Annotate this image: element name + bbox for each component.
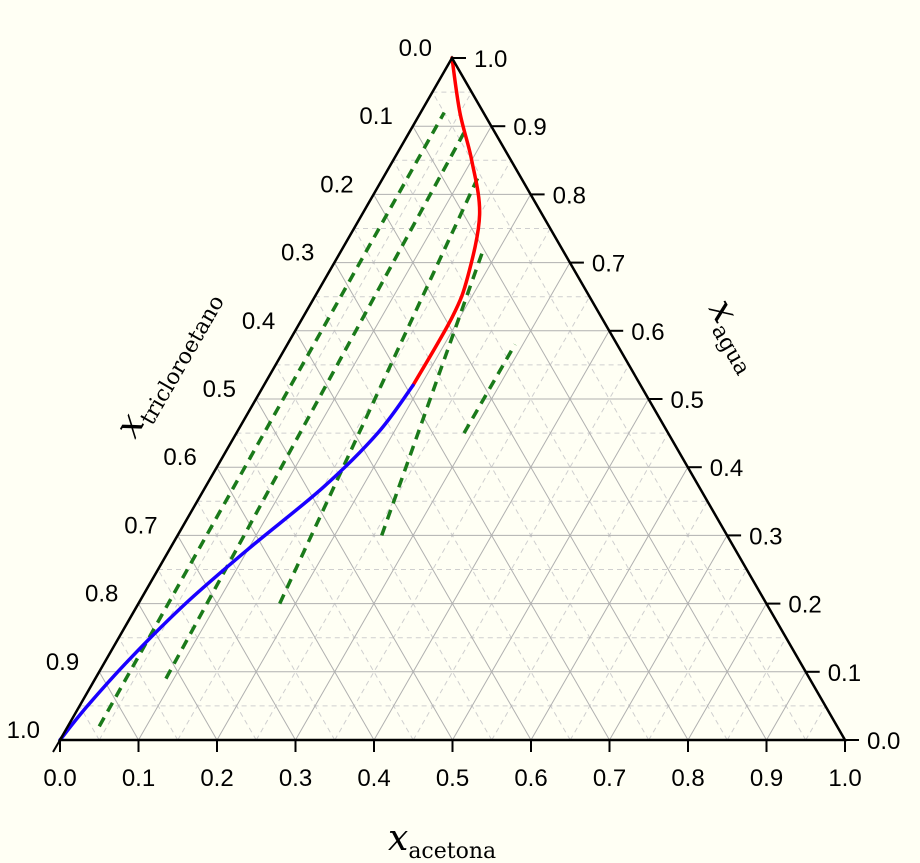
grid-line-tricloroetano xyxy=(275,364,493,741)
grid-line-acetona xyxy=(255,228,551,741)
grid-line-acetona xyxy=(138,125,492,741)
left-axis-title: xtricloroetano xyxy=(107,281,230,447)
tick-label-acetona: 0.5 xyxy=(436,765,469,792)
grid-line-acetona xyxy=(98,91,473,741)
tick-tricloroetano xyxy=(248,398,257,412)
tick-label-tricloroetano: 0.6 xyxy=(163,444,196,471)
tick-label-acetona: 1.0 xyxy=(828,765,861,792)
tick-label-tricloroetano: 0.8 xyxy=(85,581,118,608)
grid-line-acetona xyxy=(491,432,669,741)
tick-label-agua: 0.4 xyxy=(710,455,743,482)
binodal-curve-binodal-lower xyxy=(58,383,415,742)
grid-line-acetona xyxy=(412,364,630,741)
tie-line-4 xyxy=(380,248,486,536)
tick-label-tricloroetano: 0.7 xyxy=(124,512,157,539)
tick-label-acetona: 0.1 xyxy=(122,765,155,792)
binodal-curves xyxy=(58,56,482,742)
grid-line-tricloroetano xyxy=(79,705,100,741)
grid-line-tricloroetano xyxy=(216,466,375,741)
grid-line-tricloroetano xyxy=(118,637,179,741)
tick-tricloroetano xyxy=(326,262,336,276)
tie-lines xyxy=(97,111,517,728)
grid-line-tricloroetano xyxy=(157,569,257,741)
grid-line-tricloroetano xyxy=(314,296,571,741)
grid-line-acetona xyxy=(687,603,767,741)
grid-line-tricloroetano xyxy=(196,501,336,741)
tick-label-agua: 0.0 xyxy=(867,728,900,755)
tick-label-tricloroetano: 0.9 xyxy=(46,649,79,676)
tick-label-tricloroetano: 0.2 xyxy=(320,171,353,198)
tick-tricloroetano xyxy=(444,57,453,71)
grid-line-acetona xyxy=(530,466,689,741)
tick-label-agua: 0.8 xyxy=(553,182,586,209)
grid-line-tricloroetano xyxy=(235,432,414,741)
tick-label-acetona: 0.4 xyxy=(357,765,390,792)
tick-label-tricloroetano: 0.4 xyxy=(242,308,275,335)
grid-line-tricloroetano xyxy=(412,125,767,741)
tick-label-agua: 0.5 xyxy=(671,387,704,414)
grid-line-acetona xyxy=(648,569,748,741)
tie-line-3 xyxy=(278,173,482,605)
tick-tricloroetano xyxy=(287,330,297,344)
tick-label-acetona: 0.6 xyxy=(514,765,547,792)
tick-label-acetona: 0.9 xyxy=(750,765,783,792)
tick-label-acetona: 0.2 xyxy=(200,765,233,792)
tick-tricloroetano xyxy=(169,534,179,548)
grid-line-acetona xyxy=(569,501,708,741)
grid-line-tricloroetano xyxy=(431,91,807,741)
tick-label-agua: 0.9 xyxy=(513,114,546,141)
grid-line-tricloroetano xyxy=(392,160,728,741)
grid-line-acetona xyxy=(609,535,728,741)
tick-tricloroetano xyxy=(91,671,101,685)
tick-label-agua: 1.0 xyxy=(474,46,507,73)
tick-tricloroetano xyxy=(404,125,414,139)
tie-line-5 xyxy=(462,343,517,434)
tick-label-tricloroetano: 0.3 xyxy=(281,240,314,267)
grid-line-tricloroetano xyxy=(177,535,296,741)
tick-label-agua: 0.1 xyxy=(828,660,861,687)
right-axis-title: xagua xyxy=(696,292,773,380)
grid-line-acetona xyxy=(766,671,807,741)
tick-tricloroetano xyxy=(52,739,61,753)
tick-label-agua: 0.7 xyxy=(592,251,625,278)
tick-label-acetona: 0.8 xyxy=(671,765,704,792)
tick-label-acetona: 0.3 xyxy=(279,765,312,792)
grid-line-acetona xyxy=(334,296,590,741)
tick-tricloroetano xyxy=(130,603,140,617)
tick-labels: 0.0 0.0 0.0 0.1 0.1 0.1 0.2 0.2 0.2 0.3 0.3 0.3 0.4 0… xyxy=(7,35,901,792)
axis-ticks xyxy=(52,57,859,753)
tick-label-tricloroetano: 1.0 xyxy=(7,717,40,744)
tick-tricloroetano xyxy=(365,193,375,207)
grid-line-acetona xyxy=(726,637,787,741)
grid-line-tricloroetano xyxy=(255,398,453,741)
tick-label-agua: 0.6 xyxy=(631,319,664,346)
tick-label-acetona: 0.7 xyxy=(593,765,626,792)
grid-line-tricloroetano xyxy=(333,262,610,741)
grid-line-acetona xyxy=(452,398,649,741)
major-grid xyxy=(98,125,807,741)
grid-line-acetona xyxy=(805,705,826,741)
tie-line-2 xyxy=(164,132,466,680)
grid-line-acetona xyxy=(295,262,571,741)
tick-tricloroetano xyxy=(208,466,218,480)
tie-line-1 xyxy=(97,111,446,728)
tick-label-tricloroetano: 0.5 xyxy=(203,376,236,403)
tick-label-tricloroetano: 0.1 xyxy=(359,103,392,130)
minor-grid xyxy=(79,91,826,741)
grid-line-tricloroetano xyxy=(137,603,218,741)
tick-label-tricloroetano: 0.0 xyxy=(399,35,432,62)
tick-label-agua: 0.3 xyxy=(749,523,782,550)
tick-label-agua: 0.2 xyxy=(788,592,821,619)
binodal-curve-binodal-upper xyxy=(411,56,482,388)
tick-label-acetona: 0.0 xyxy=(43,765,76,792)
bottom-axis-title: xacetona xyxy=(388,818,496,863)
grid-line-acetona xyxy=(177,160,512,741)
